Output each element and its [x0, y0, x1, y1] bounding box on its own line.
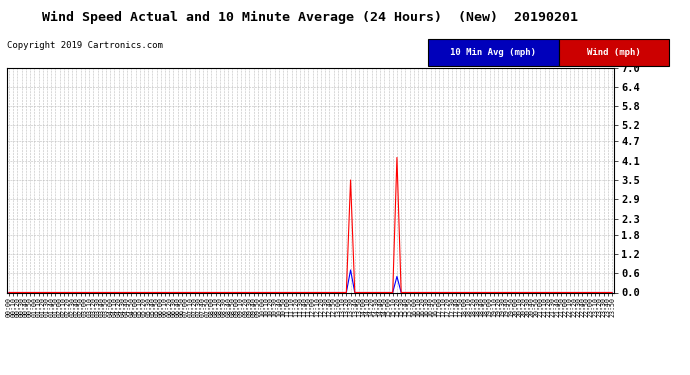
Text: Wind (mph): Wind (mph) — [587, 48, 641, 57]
Text: Copyright 2019 Cartronics.com: Copyright 2019 Cartronics.com — [7, 41, 163, 50]
Text: Wind Speed Actual and 10 Minute Average (24 Hours)  (New)  20190201: Wind Speed Actual and 10 Minute Average … — [43, 11, 578, 24]
Text: 10 Min Avg (mph): 10 Min Avg (mph) — [451, 48, 536, 57]
